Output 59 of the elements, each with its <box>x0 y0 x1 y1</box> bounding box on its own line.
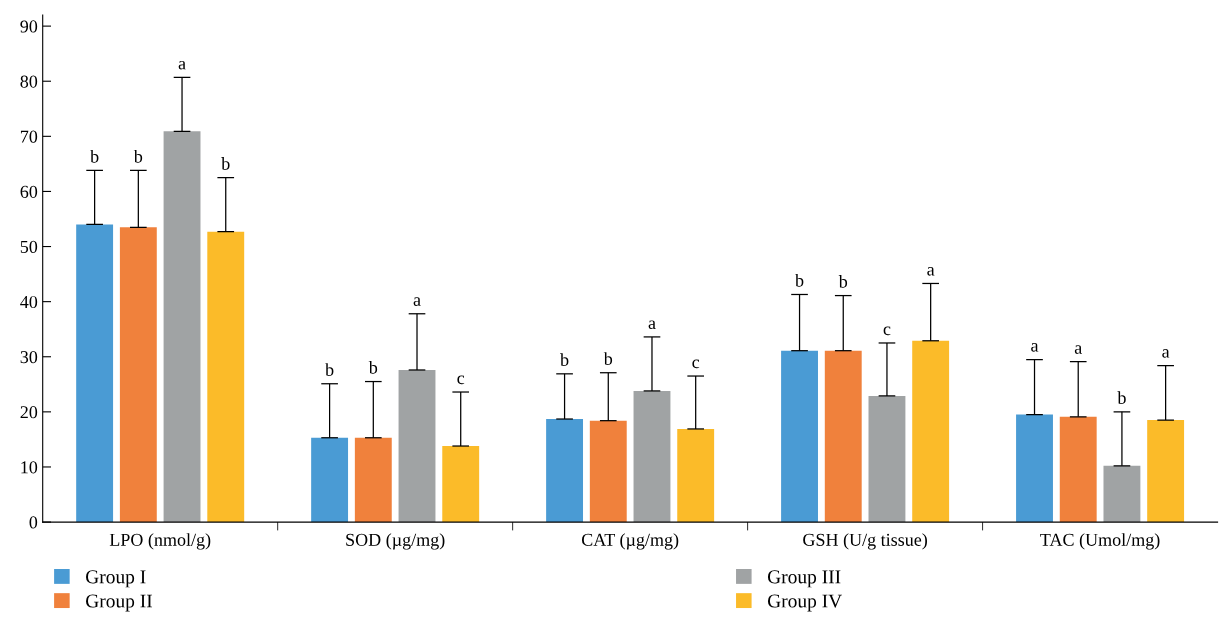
annotation: b <box>90 149 99 163</box>
bar <box>546 419 584 523</box>
legend-label: Group I <box>86 570 146 588</box>
bar <box>1016 414 1053 523</box>
annotation: a <box>648 320 656 330</box>
bar <box>119 227 157 523</box>
annotation: c <box>883 326 891 336</box>
annotation: b <box>133 149 143 163</box>
legend-label: Group IV <box>767 594 842 612</box>
annotation: c <box>692 359 700 369</box>
bar <box>442 446 480 523</box>
bar <box>1103 465 1141 523</box>
bar <box>868 395 906 523</box>
x-tick-label: GSH (U/g tissue) <box>803 533 927 550</box>
y-tick-label: 40 <box>20 295 38 309</box>
bar <box>76 224 114 523</box>
y-tick-label: 10 <box>21 461 38 474</box>
bar <box>781 350 818 523</box>
annotation: a <box>413 297 421 306</box>
x-tick-label: LPO (nmol/g) <box>109 533 211 550</box>
annotation: a <box>178 60 186 70</box>
y-tick-label: 60 <box>20 185 38 198</box>
x-tick-label: CAT (µg/mg) <box>581 533 679 550</box>
annotation: a <box>927 266 935 276</box>
y-tick-label: 80 <box>20 75 38 88</box>
legend-label: Group III <box>767 570 841 588</box>
legend-label: Group II <box>86 594 153 612</box>
bar <box>163 131 201 523</box>
annotation: b <box>221 157 230 170</box>
annotation: b <box>838 275 848 288</box>
y-tick-label: 20 <box>20 406 38 419</box>
bar <box>824 350 862 523</box>
y-tick-label: 50 <box>20 240 38 253</box>
annotation: a <box>1074 345 1082 354</box>
annotation: b <box>325 363 334 376</box>
x-tick-label: TAC (Umol/mg) <box>1040 533 1160 550</box>
y-tick-label: 70 <box>20 130 38 143</box>
annotation: a <box>1162 349 1170 358</box>
y-tick-label: 30 <box>20 351 38 364</box>
annotation: a <box>1031 343 1039 352</box>
bar <box>1147 420 1185 523</box>
annotation: b <box>560 353 569 366</box>
bar <box>633 390 671 523</box>
bar <box>589 420 627 523</box>
annotation: b <box>368 361 378 374</box>
y-tick-label: 0 <box>29 516 38 529</box>
bar <box>677 428 715 523</box>
bar <box>912 340 950 523</box>
bar <box>354 437 392 523</box>
bar <box>207 231 245 523</box>
annotation: b <box>603 352 613 365</box>
bar <box>398 369 436 523</box>
x-tick-label: SOD (µg/mg) <box>346 533 445 550</box>
bar <box>1059 416 1097 523</box>
annotation: c <box>457 375 465 385</box>
annotation: b <box>795 273 804 287</box>
y-tick-label: 90 <box>20 20 38 33</box>
annotation: b <box>1117 391 1126 405</box>
bar <box>311 437 349 523</box>
